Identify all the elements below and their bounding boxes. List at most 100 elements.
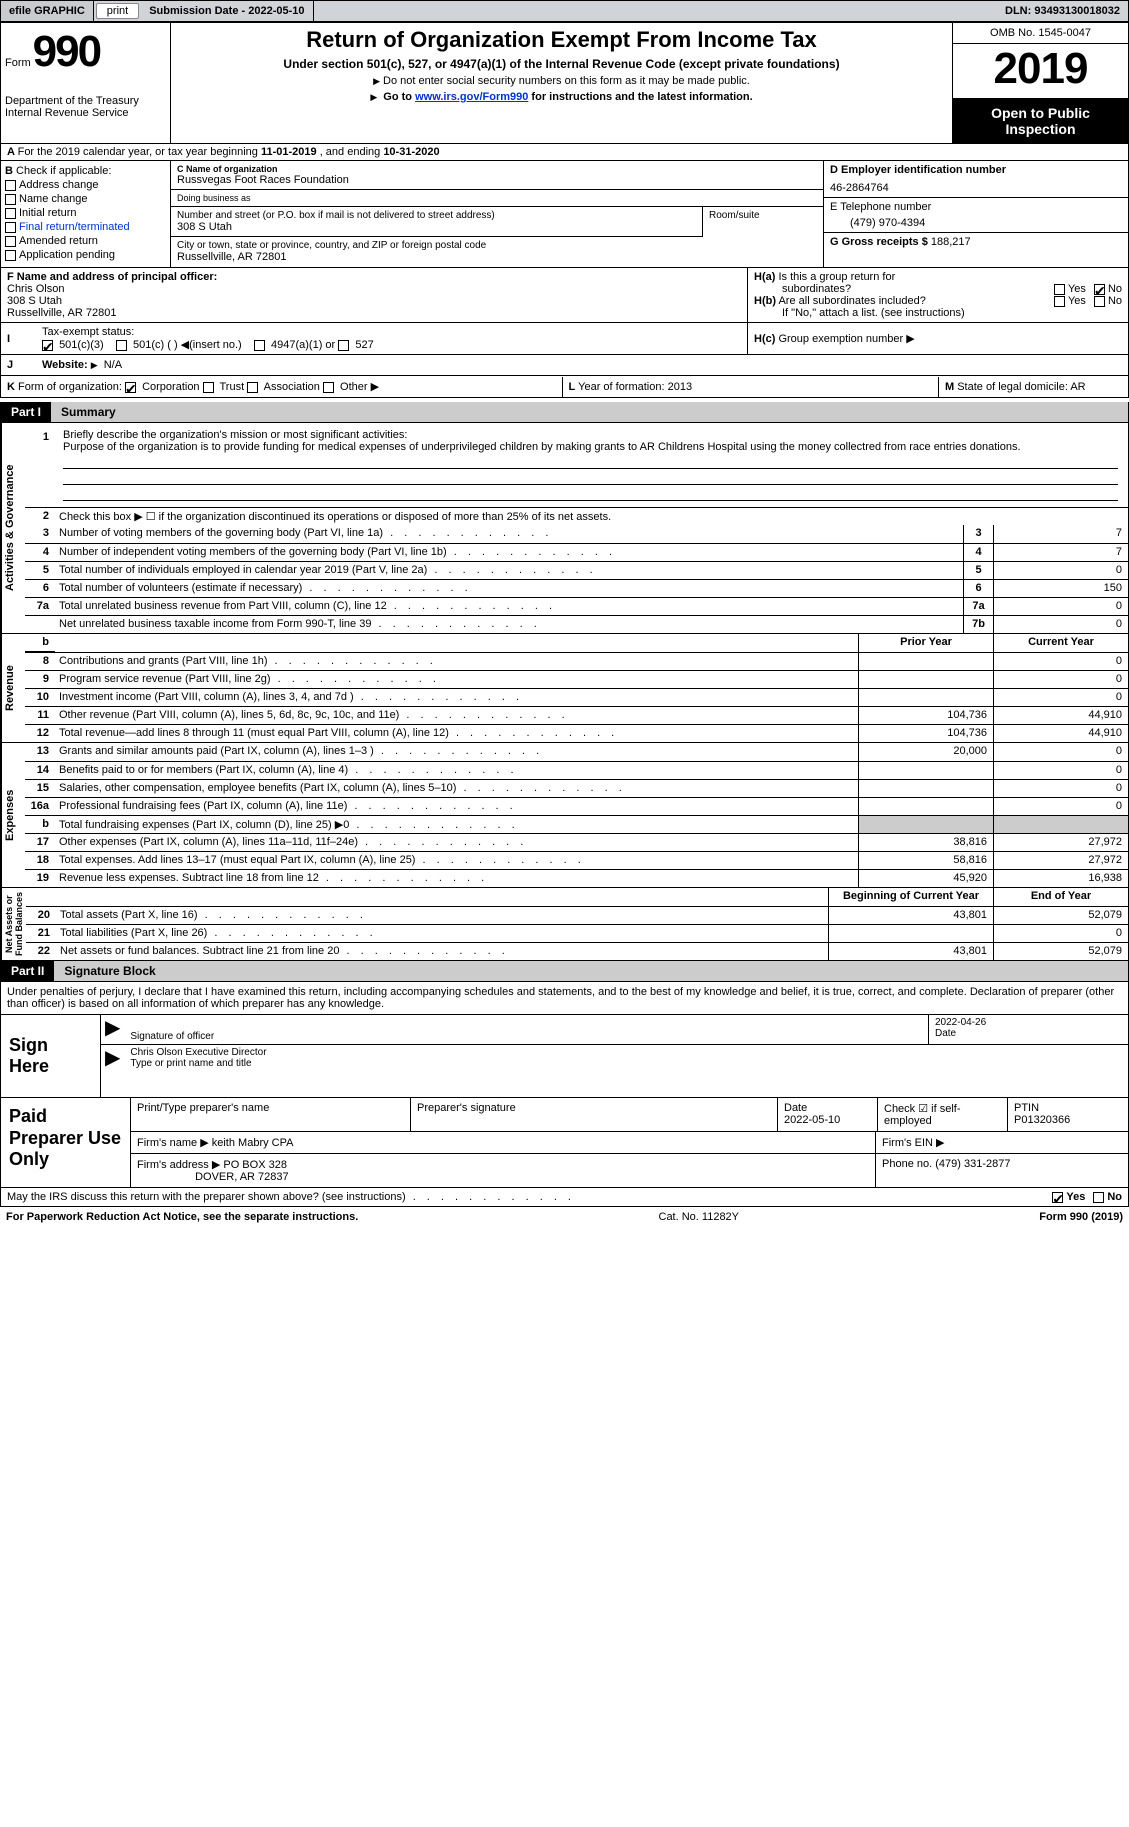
line-desc: Total assets (Part X, line 16): [56, 907, 828, 924]
line-desc: Net unrelated business taxable income fr…: [55, 616, 963, 633]
open-public-badge: Open to Public Inspection: [953, 99, 1128, 143]
hb-yesno: Yes No: [1054, 295, 1122, 307]
line-13: 13 Grants and similar amounts paid (Part…: [25, 743, 1128, 761]
chk-other[interactable]: [323, 382, 334, 393]
chk-initial-return[interactable]: Initial return: [5, 207, 166, 219]
expenses-section: Expenses 13 Grants and similar amounts p…: [0, 743, 1129, 888]
hdr-current-year: Current Year: [993, 634, 1128, 652]
discuss-no[interactable]: No: [1093, 1191, 1122, 1203]
sign-right: ▶ Signature of officer 2022-04-26 Date ▶…: [101, 1015, 1128, 1097]
vert-expenses: Expenses: [1, 743, 25, 887]
firm-phone-lbl: Phone no.: [882, 1158, 935, 1170]
chk-527[interactable]: [338, 340, 349, 351]
dba-cell: Doing business as: [171, 190, 823, 207]
b-header: Check if applicable:: [16, 165, 111, 177]
line-ref: 7b: [963, 616, 993, 633]
line-17: 17 Other expenses (Part IX, column (A), …: [25, 833, 1128, 851]
no-lbl2: No: [1108, 295, 1122, 307]
corp-lbl: Corporation: [142, 381, 199, 393]
paid-preparer-block: Paid Preparer Use Only Print/Type prepar…: [0, 1098, 1129, 1188]
hb-yes[interactable]: Yes: [1054, 295, 1086, 307]
line-num: b: [25, 816, 55, 833]
year-formation: 2013: [668, 381, 692, 393]
current-year-value: 0: [993, 653, 1128, 670]
rev-content: b Prior Year Current Year 8 Contribution…: [25, 634, 1128, 742]
lbl-address-change: Address change: [19, 179, 99, 191]
ptin-lbl: PTIN: [1014, 1102, 1039, 1114]
line-desc: Other expenses (Part IX, column (A), lin…: [55, 834, 858, 851]
gov-line-5: 5 Total number of individuals employed i…: [25, 561, 1128, 579]
preparer-row1: Print/Type preparer's name Preparer's si…: [131, 1098, 1128, 1132]
submission-date-value: 2022-05-10: [248, 5, 304, 17]
chk-address-change[interactable]: Address change: [5, 179, 166, 191]
lbl-application-pending: Application pending: [19, 249, 115, 261]
chk-trust[interactable]: [203, 382, 214, 393]
line-desc: Other revenue (Part VIII, column (A), li…: [55, 707, 858, 724]
print-button[interactable]: print: [96, 3, 139, 19]
chk-501c[interactable]: [116, 340, 127, 351]
prior-year-value: [858, 689, 993, 706]
declaration-text: Under penalties of perjury, I declare th…: [0, 982, 1129, 1015]
sign-here-label: Sign Here: [1, 1015, 101, 1097]
line-desc: Contributions and grants (Part VIII, lin…: [55, 653, 858, 670]
line-num: 7a: [25, 598, 55, 615]
chk-4947[interactable]: [254, 340, 265, 351]
arrow-icon: ▶: [101, 1045, 124, 1071]
gross-value: 188,217: [931, 236, 971, 248]
footer: For Paperwork Reduction Act Notice, see …: [0, 1207, 1129, 1226]
prior-year-value: 43,801: [828, 943, 993, 960]
vert-activities: Activities & Governance: [1, 423, 25, 633]
org-name-label: C Name of organization: [177, 164, 817, 174]
address-row: Number and street (or P.O. box if mail i…: [171, 207, 823, 237]
527-lbl: 527: [355, 339, 373, 351]
irs-link[interactable]: www.irs.gov/Form990: [415, 91, 528, 103]
section-hc: H(c) Group exemption number ▶: [748, 329, 1128, 348]
line-16a: 16a Professional fundraising fees (Part …: [25, 797, 1128, 815]
prior-year-value: [858, 671, 993, 688]
line-desc: Number of independent voting members of …: [55, 544, 963, 561]
line-value: 0: [993, 616, 1128, 633]
line-num: 20: [26, 907, 56, 924]
current-year-value: 27,972: [993, 834, 1128, 851]
ha-no[interactable]: No: [1094, 283, 1122, 295]
chk-assoc[interactable]: [247, 382, 258, 393]
ha-yes[interactable]: Yes: [1054, 283, 1086, 295]
city-label: City or town, state or province, country…: [177, 240, 817, 251]
dln: DLN: 93493130018032: [997, 1, 1128, 21]
chk-corp[interactable]: [125, 382, 136, 393]
ein-label: D Employer identification number: [830, 164, 1006, 176]
line-desc: Benefits paid to or for members (Part IX…: [55, 762, 858, 779]
chk-application-pending[interactable]: Application pending: [5, 249, 166, 261]
current-year-value: 0: [993, 780, 1128, 797]
current-year-value: 0: [993, 671, 1128, 688]
line-num: 14: [25, 762, 55, 779]
chk-501c3[interactable]: [42, 340, 53, 351]
tax-year: 2019: [953, 44, 1128, 99]
prior-year-value: 20,000: [858, 743, 993, 761]
chk-final-return[interactable]: Final return/terminated: [5, 221, 166, 233]
chk-name-change[interactable]: Name change: [5, 193, 166, 205]
tax-exempt-status: Tax-exempt status: 501(c)(3) 501(c) ( ) …: [36, 323, 748, 354]
line-num: 10: [25, 689, 55, 706]
current-year-value: 0: [993, 689, 1128, 706]
discuss-yes[interactable]: Yes: [1052, 1191, 1085, 1203]
prior-year-value: [828, 925, 993, 942]
chk-amended-return[interactable]: Amended return: [5, 235, 166, 247]
mission-text: Purpose of the organization is to provid…: [63, 441, 1021, 453]
firm-name-lbl: Firm's name ▶: [137, 1137, 209, 1149]
sa-mid: , and ending: [317, 146, 384, 158]
domicile-label: State of legal domicile:: [957, 381, 1070, 393]
efile-label: efile GRAPHIC: [1, 1, 94, 21]
line-value: 7: [993, 544, 1128, 561]
uline: [63, 487, 1118, 501]
line-num: 16a: [25, 798, 55, 815]
pdate-val: 2022-05-10: [784, 1114, 840, 1126]
gov-line-6: 6 Total number of volunteers (estimate i…: [25, 579, 1128, 597]
line-value: 0: [993, 562, 1128, 579]
discuss-yesno: Yes No: [1052, 1191, 1122, 1203]
gross-receipts-cell: G Gross receipts $ 188,217: [824, 233, 1128, 251]
header-center: Return of Organization Exempt From Incom…: [171, 23, 953, 143]
dno-lbl: No: [1107, 1191, 1122, 1203]
line-num: 11: [25, 707, 55, 724]
preparer-sig-label: Preparer's signature: [411, 1098, 778, 1131]
